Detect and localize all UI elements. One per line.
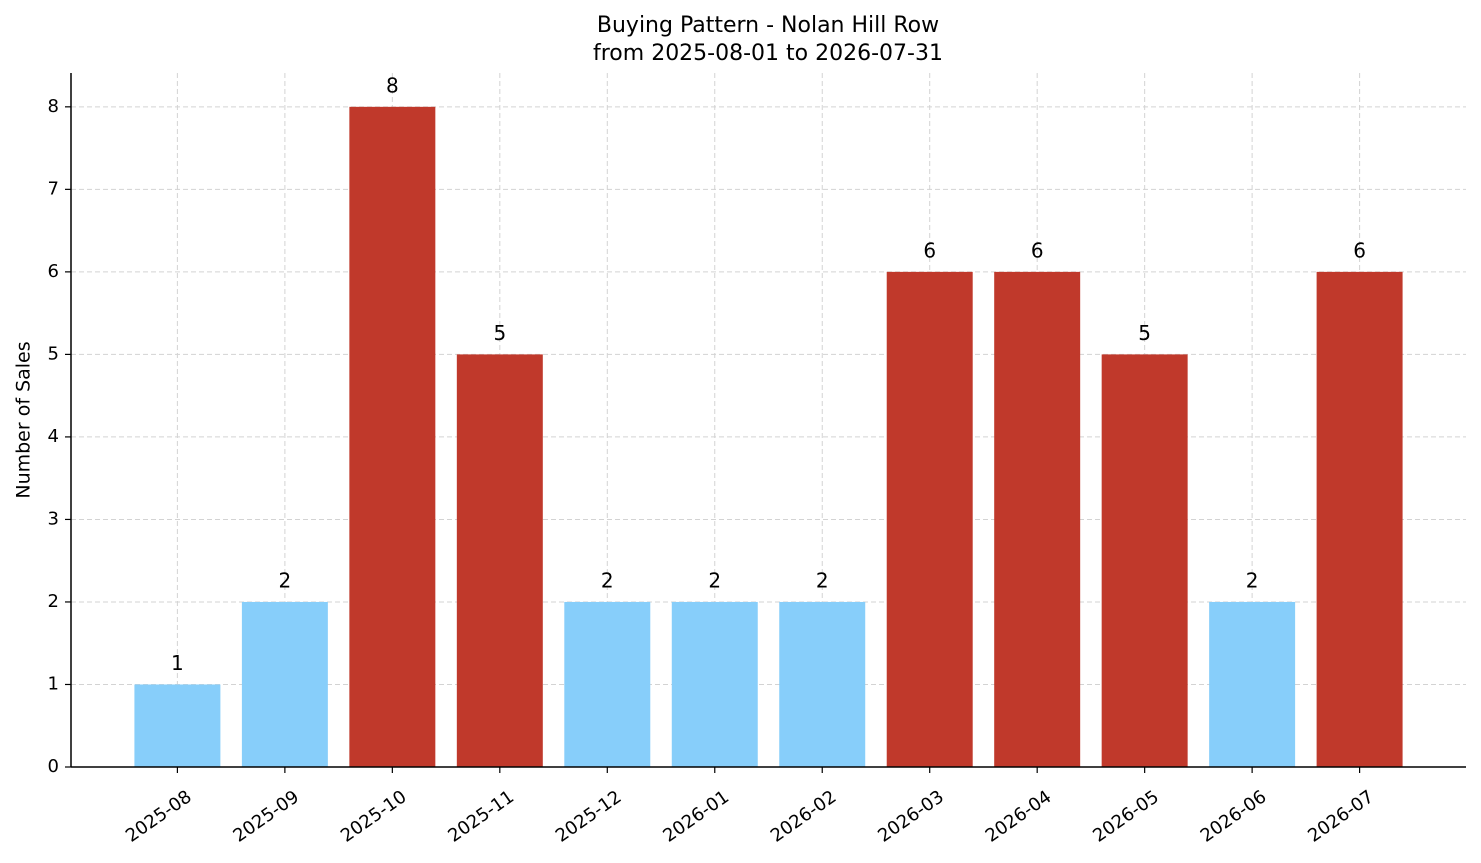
value-label: 8 <box>386 73 399 97</box>
x-tick-label: 2026-02 <box>767 786 841 846</box>
x-tick-label: 2025-10 <box>337 786 411 846</box>
x-tick-label: 2026-05 <box>1089 786 1163 846</box>
x-tick-label: 2026-06 <box>1197 786 1271 846</box>
y-tick-label: 4 <box>48 426 59 447</box>
y-axis-label: Number of Sales <box>13 341 35 498</box>
x-tick-label: 2026-04 <box>982 786 1056 846</box>
bar <box>456 354 543 767</box>
chart-title: Buying Pattern - Nolan Hill Row <box>597 13 939 38</box>
bar <box>241 601 328 767</box>
y-tick-label: 2 <box>48 591 59 612</box>
value-label: 2 <box>1246 568 1259 592</box>
bar <box>1101 354 1188 767</box>
x-tick-label: 2025-11 <box>444 786 518 846</box>
x-tick-label: 2025-09 <box>229 786 303 846</box>
value-label: 2 <box>816 568 829 592</box>
value-label: 5 <box>493 321 506 345</box>
value-label: 6 <box>1031 238 1044 262</box>
y-tick-label: 6 <box>48 261 59 282</box>
value-label: 2 <box>708 568 721 592</box>
bar <box>671 601 758 767</box>
bar <box>1209 601 1296 767</box>
bar <box>886 271 973 767</box>
bar <box>779 601 866 767</box>
value-label: 2 <box>601 568 614 592</box>
x-tick-label: 2026-03 <box>874 786 948 846</box>
y-tick-label: 0 <box>48 756 59 777</box>
x-tick-label: 2025-12 <box>552 786 626 846</box>
value-label: 1 <box>171 651 184 675</box>
bar <box>1316 271 1403 767</box>
x-tick-label: 2026-07 <box>1304 786 1378 846</box>
y-tick-label: 1 <box>48 673 59 694</box>
bar <box>564 601 651 767</box>
y-tick-label: 7 <box>48 178 59 199</box>
x-tick-label: 2025-08 <box>122 786 196 846</box>
y-tick-label: 8 <box>48 96 59 117</box>
y-tick-label: 5 <box>48 343 59 364</box>
x-tick-label: 2026-01 <box>659 786 733 846</box>
value-label: 6 <box>1353 238 1366 262</box>
bar <box>349 106 436 767</box>
chart-subtitle: from 2025-08-01 to 2026-07-31 <box>593 41 943 66</box>
value-label: 5 <box>1138 321 1151 345</box>
y-tick-label: 3 <box>48 508 59 529</box>
marks: 1 2 8 5 2 2 2 6 6 5 2 6 <box>134 73 1403 767</box>
bar <box>134 684 221 767</box>
value-label: 2 <box>279 568 292 592</box>
bar <box>994 271 1081 767</box>
value-label: 6 <box>923 238 936 262</box>
